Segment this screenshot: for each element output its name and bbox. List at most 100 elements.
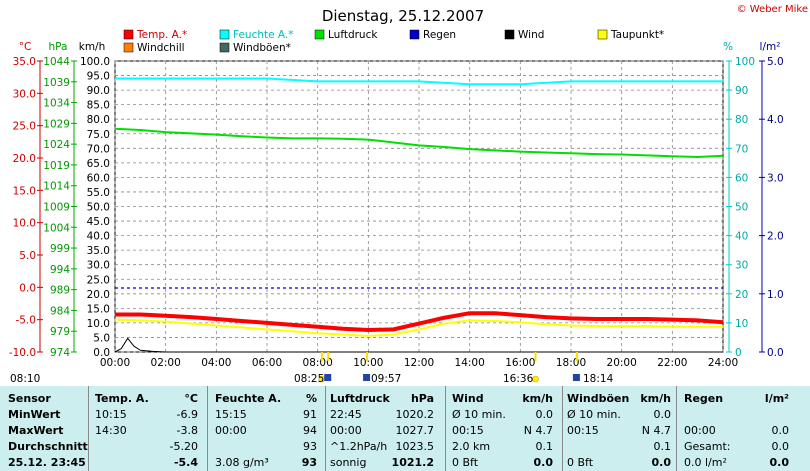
axis-unit-humidity: % <box>723 41 733 53</box>
y-tick-pressure: 1029 <box>43 118 70 130</box>
y-tick-humidity: 80 <box>735 114 748 126</box>
y-tick-rain: 5.0 <box>767 56 784 68</box>
y-tick-wind: 0.0 <box>93 347 110 359</box>
stats-header: Wind <box>452 392 484 405</box>
x-tick-label: 22:00 <box>657 357 687 369</box>
stats-cell-press: 1020.2 <box>395 408 435 421</box>
stats-cell-wind_a: 00:15 <box>452 424 484 437</box>
y-tick-wind: 75.0 <box>87 129 110 141</box>
stats-cell-press_time: ^1.2hPa/h <box>330 440 388 453</box>
stats-header: km/h <box>640 392 671 405</box>
stats-cell-press: 1023.5 <box>395 440 435 453</box>
stats-cell-rain_a: 00:00 <box>684 424 716 437</box>
stats-header: Temp. A. <box>95 392 149 405</box>
y-tick-rain: 4.0 <box>767 114 784 126</box>
series-line-dewpoint <box>114 318 723 337</box>
y-tick-pressure: 1024 <box>43 139 70 151</box>
weather-chart: Dienstag, 25.12.2007 © Weber Mike Temp. … <box>9 4 808 385</box>
y-tick-temp: 30.0 <box>13 88 36 100</box>
y-tick-rain: 0.0 <box>767 347 784 359</box>
legend-swatch-gust <box>219 42 230 53</box>
chart-title: Dienstag, 25.12.2007 <box>322 7 484 25</box>
moonrise-time: 08:25 <box>294 373 324 385</box>
y-tick-humidity: 30 <box>735 260 748 272</box>
stats-header: km/h <box>522 392 553 405</box>
stats-cell-label: MaxWert <box>8 424 64 437</box>
x-tick-label: 02:00 <box>151 357 181 369</box>
y-tick-wind: 15.0 <box>87 303 110 315</box>
stats-cell-wind_a: 2.0 km <box>452 440 491 453</box>
moon-time-b: 18:14 <box>583 373 614 385</box>
stats-cell-hum_time: 3.08 g/m³ <box>215 456 269 469</box>
axis-unit-wind: km/h <box>79 41 106 53</box>
stats-cell-press: 1021.2 <box>391 456 434 469</box>
y-tick-pressure: 994 <box>50 264 70 276</box>
x-tick-label: 14:00 <box>455 357 485 369</box>
stats-cell-hum: 94 <box>303 424 317 437</box>
y-tick-wind: 100.0 <box>80 56 110 68</box>
y-tick-wind: 25.0 <box>87 274 110 286</box>
stats-header: Windböen <box>567 392 630 405</box>
y-tick-wind: 50.0 <box>87 202 110 214</box>
x-tick-label: 20:00 <box>607 357 637 369</box>
stats-divider <box>207 386 208 471</box>
stats-cell-wind: 0.0 <box>533 456 554 469</box>
y-tick-temp: -5.0 <box>16 315 37 327</box>
axis-unit-temp: °C <box>19 41 32 53</box>
stats-divider <box>325 386 326 471</box>
legend: Temp. A.* Feuchte A.* Luftdruck Regen Wind Ta… <box>123 29 664 54</box>
stats-divider <box>562 386 563 471</box>
y-tick-humidity: 100 <box>735 56 755 68</box>
stats-cell-rain: 0.0 <box>771 440 790 453</box>
y-tick-rain: 3.0 <box>767 172 784 184</box>
stats-cell-wind_a: Ø 10 min. <box>452 408 506 421</box>
stats-header: Luftdruck <box>330 392 390 405</box>
y-tick-temp: 0.0 <box>19 282 36 294</box>
stats-cell-wind_a: 0 Bft <box>452 456 479 469</box>
stats-cell-press_time: 00:00 <box>330 424 362 437</box>
stats-cell-label: MinWert <box>8 408 61 421</box>
x-tick-label: 16:00 <box>505 357 535 369</box>
stats-cell-temp: -5.4 <box>173 456 198 469</box>
moon-time-a: 09:57 <box>371 373 401 385</box>
y-tick-humidity: 40 <box>735 231 748 243</box>
y-tick-temp: 10.0 <box>13 218 36 230</box>
y-tick-pressure: 984 <box>50 305 70 317</box>
stats-cell-gust_a: 0 Bft <box>567 456 594 469</box>
axis-unit-pressure: hPa <box>49 41 68 53</box>
x-tick-label: 08:00 <box>303 357 333 369</box>
y-tick-humidity: 10 <box>735 318 748 330</box>
legend-swatch-humidity <box>219 29 230 40</box>
stats-cell-gust_a: 00:15 <box>567 424 599 437</box>
stats-divider <box>88 386 89 471</box>
sunrise-time: 08:10 <box>10 373 40 385</box>
stats-cell-hum_time: 15:15 <box>215 408 247 421</box>
stats-header: Sensor <box>8 392 51 405</box>
stats-cell-press_time: sonnig <box>330 456 367 469</box>
stats-header: l/m² <box>764 392 789 405</box>
stats-cell-rain_a: 0.0 l/m² <box>684 456 727 469</box>
statistics-panel: Sensor Temp. A. °C Feuchte A.% Luftdruck hPa W… <box>0 386 810 471</box>
y-tick-pressure: 999 <box>50 243 70 255</box>
y-tick-temp: 20.0 <box>13 153 36 165</box>
y-tick-temp: 15.0 <box>13 185 36 197</box>
series <box>114 77 724 353</box>
stats-cell-gust: 0.0 <box>651 456 672 469</box>
y-tick-pressure: 1044 <box>43 56 70 68</box>
legend-swatch-dewpoint <box>597 29 608 40</box>
stats-cell-hum_time: 00:00 <box>215 424 247 437</box>
legend-label-rain: Regen <box>423 29 456 41</box>
y-tick-wind: 5.0 <box>93 332 110 344</box>
y-tick-humidity: 90 <box>735 85 748 97</box>
x-tick-label: 12:00 <box>404 357 434 369</box>
x-tick-label: 24:00 <box>708 357 738 369</box>
y-tick-wind: 40.0 <box>87 231 110 243</box>
legend-label-pressure: Luftdruck <box>328 29 378 41</box>
y-tick-wind: 65.0 <box>87 158 110 170</box>
stats-cell-wind: N 4.7 <box>523 424 553 437</box>
series-line-wind <box>114 337 723 353</box>
y-tick-temp: -10.0 <box>9 347 36 359</box>
y-tick-wind: 20.0 <box>87 289 110 301</box>
sunset-time: 16:36 <box>503 373 534 385</box>
sun-icon <box>532 375 539 383</box>
